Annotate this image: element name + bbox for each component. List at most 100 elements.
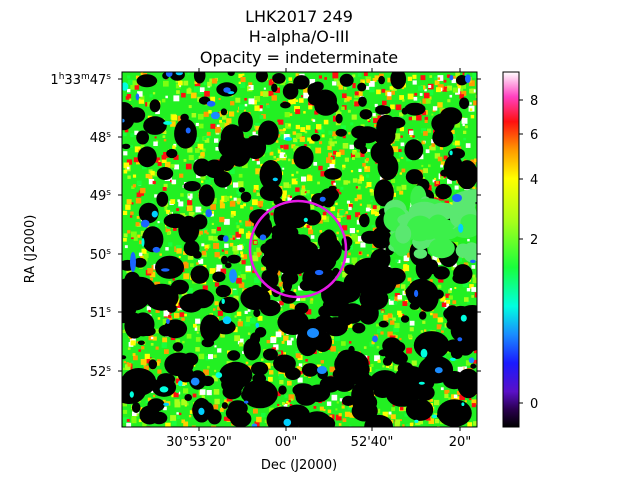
low-ratio-speck <box>283 418 292 427</box>
noise-pixel <box>464 125 468 129</box>
noise-pixel <box>413 97 418 101</box>
noise-pixel <box>278 146 282 150</box>
noise-pixel <box>356 219 362 225</box>
noise-pixel <box>155 308 160 313</box>
noise-pixel <box>215 268 221 274</box>
noise-pixel <box>230 211 236 216</box>
noise-pixel <box>133 355 138 361</box>
low-value-region <box>435 183 452 200</box>
low-value-region <box>405 169 423 185</box>
noise-pixel <box>326 157 332 164</box>
noise-pixel <box>202 285 208 291</box>
noise-pixel <box>382 100 387 106</box>
low-ratio-speck <box>284 137 293 141</box>
low-value-region <box>349 368 370 385</box>
noise-pixel <box>409 327 414 332</box>
noise-pixel <box>351 114 357 120</box>
noise-pixel <box>467 422 473 427</box>
noise-pixel <box>356 91 363 97</box>
noise-pixel <box>200 208 203 211</box>
noise-pixel <box>198 234 201 237</box>
noise-pixel <box>229 169 235 175</box>
noise-pixel <box>191 425 196 427</box>
noise-pixel <box>244 320 251 327</box>
low-value-region <box>378 75 385 85</box>
low-value-region <box>227 254 241 264</box>
noise-pixel <box>142 164 147 170</box>
noise-pixel <box>412 80 417 85</box>
noise-pixel <box>290 398 293 401</box>
noise-pixel <box>187 200 193 206</box>
low-value-region <box>251 361 269 376</box>
noise-pixel <box>344 411 351 417</box>
noise-pixel <box>301 188 306 192</box>
noise-pixel <box>333 182 336 186</box>
low-value-region <box>352 322 366 334</box>
noise-pixel <box>375 408 381 414</box>
noise-pixel <box>243 203 246 207</box>
noise-pixel <box>287 196 292 201</box>
noise-pixel <box>346 200 350 204</box>
noise-pixel <box>329 159 336 165</box>
noise-pixel <box>123 367 126 371</box>
low-value-region <box>218 296 240 314</box>
noise-pixel <box>321 134 325 138</box>
noise-pixel <box>472 89 476 93</box>
noise-pixel <box>254 277 260 283</box>
noise-pixel <box>416 98 421 103</box>
noise-pixel <box>365 207 370 212</box>
noise-pixel <box>429 75 433 78</box>
noise-pixel <box>126 166 130 170</box>
noise-pixel <box>188 193 191 196</box>
noise-pixel <box>135 75 140 79</box>
noise-pixel <box>206 131 211 136</box>
noise-pixel <box>174 312 180 319</box>
noise-pixel <box>168 314 172 318</box>
low-value-region <box>263 170 270 179</box>
noise-pixel <box>473 100 477 106</box>
low-ratio-speck <box>163 402 170 406</box>
noise-pixel <box>376 345 380 349</box>
noise-pixel <box>157 359 161 363</box>
noise-pixel <box>143 227 147 230</box>
noise-pixel <box>392 317 396 321</box>
noise-pixel <box>394 365 400 371</box>
noise-pixel <box>282 167 285 170</box>
noise-pixel <box>238 81 241 84</box>
noise-pixel <box>191 113 197 118</box>
low-ratio-speck <box>470 259 476 264</box>
noise-pixel <box>230 101 235 106</box>
noise-pixel <box>409 423 413 427</box>
colorbar: 0 2 4 6 8 <box>502 71 538 428</box>
noise-pixel <box>207 365 210 369</box>
emission-cloud <box>431 227 459 240</box>
noise-pixel <box>299 98 304 103</box>
low-value-region <box>293 145 314 170</box>
noise-pixel <box>263 87 266 90</box>
noise-pixel <box>221 195 227 202</box>
low-ratio-speck <box>468 357 475 364</box>
noise-pixel <box>186 89 192 94</box>
noise-pixel <box>437 75 444 81</box>
noise-pixel <box>401 86 405 90</box>
noise-pixel <box>137 91 143 97</box>
noise-pixel <box>316 124 322 130</box>
noise-pixel <box>273 156 276 159</box>
low-value-region <box>149 99 161 113</box>
noise-pixel <box>430 399 434 402</box>
noise-pixel <box>219 203 225 209</box>
noise-pixel <box>437 102 443 108</box>
noise-pixel <box>389 86 394 90</box>
low-ratio-speck <box>122 118 125 123</box>
noise-pixel <box>163 183 168 188</box>
low-ratio-speck <box>431 414 437 419</box>
noise-pixel <box>421 128 426 134</box>
noise-pixel <box>459 94 464 99</box>
noise-pixel <box>189 198 192 201</box>
noise-pixel <box>206 390 212 396</box>
low-value-region <box>344 264 357 275</box>
low-value-region <box>323 317 348 337</box>
noise-pixel <box>338 413 342 417</box>
noise-pixel <box>242 351 245 354</box>
plot-frame <box>121 71 478 428</box>
